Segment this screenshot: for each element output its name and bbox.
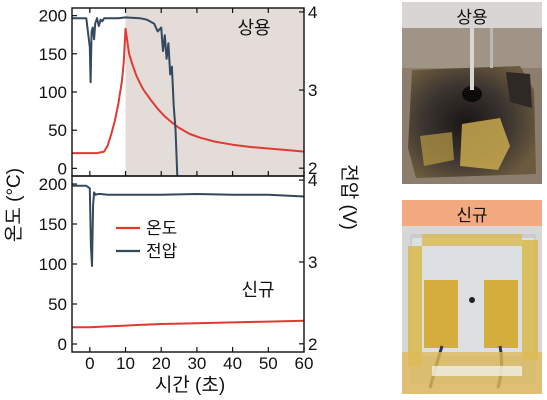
x-tick-label: 40 bbox=[223, 354, 242, 373]
photo-label-new: 신규 bbox=[402, 200, 542, 226]
y-right-tick-label: 2 bbox=[308, 159, 317, 178]
y-left-tick-label: 150 bbox=[39, 45, 67, 64]
y-left-tick-label: 0 bbox=[58, 159, 67, 178]
panel-label-new: 신규 bbox=[241, 280, 274, 300]
commercial-cell-photo bbox=[402, 28, 542, 184]
y-left-tick-label: 50 bbox=[48, 121, 67, 140]
y-right-tick-label: 3 bbox=[308, 253, 317, 272]
y-left-tick-label: 100 bbox=[39, 83, 67, 102]
y-left-axis-label: 온도 (°C) bbox=[4, 168, 25, 242]
x-tick-label: 60 bbox=[295, 354, 314, 373]
y-right-axis-label: 전압 (V) bbox=[338, 164, 360, 230]
y-right-tick-label: 4 bbox=[308, 171, 317, 190]
x-tick-label: 50 bbox=[259, 354, 278, 373]
y-left-tick-label: 150 bbox=[39, 215, 67, 234]
series-temperature-line bbox=[72, 319, 305, 329]
legend-label-temperature: 온도 bbox=[146, 219, 177, 238]
new-cell-photo bbox=[402, 226, 542, 394]
y-left-tick-label: 100 bbox=[39, 255, 67, 274]
series-voltage-line bbox=[72, 184, 305, 267]
new-cell-image bbox=[402, 226, 542, 394]
shaded-region bbox=[125, 8, 305, 176]
x-tick-label: 10 bbox=[116, 354, 135, 373]
x-axis-label: 시간 (초) bbox=[155, 374, 225, 396]
y-right-tick-label: 3 bbox=[308, 81, 317, 100]
series-temperature-line bbox=[72, 27, 305, 155]
panel-commercial: 0 50 100 150 200 2 3 4 상용 bbox=[39, 3, 318, 178]
x-tick-label: 30 bbox=[187, 354, 206, 373]
x-tick-label: 20 bbox=[152, 354, 171, 373]
y-right-tick-label: 2 bbox=[308, 335, 317, 354]
y-left-tick-label: 200 bbox=[39, 7, 67, 26]
photo-label-commercial: 상용 bbox=[402, 2, 542, 28]
y-left-tick-label: 0 bbox=[58, 335, 67, 354]
y-right-tick-label: 4 bbox=[308, 3, 317, 22]
panel-label-commercial: 상용 bbox=[237, 18, 270, 38]
axis-labels: 온도 (°C) 전압 (V) 시간 (초) bbox=[4, 164, 360, 396]
x-tick-label: 0 bbox=[85, 354, 94, 373]
legend-label-voltage: 전압 bbox=[146, 242, 178, 261]
y-left-tick-label: 200 bbox=[39, 175, 67, 194]
series-voltage-line bbox=[72, 16, 179, 177]
commercial-cell-image bbox=[402, 28, 542, 184]
y-left-tick-label: 50 bbox=[48, 295, 67, 314]
